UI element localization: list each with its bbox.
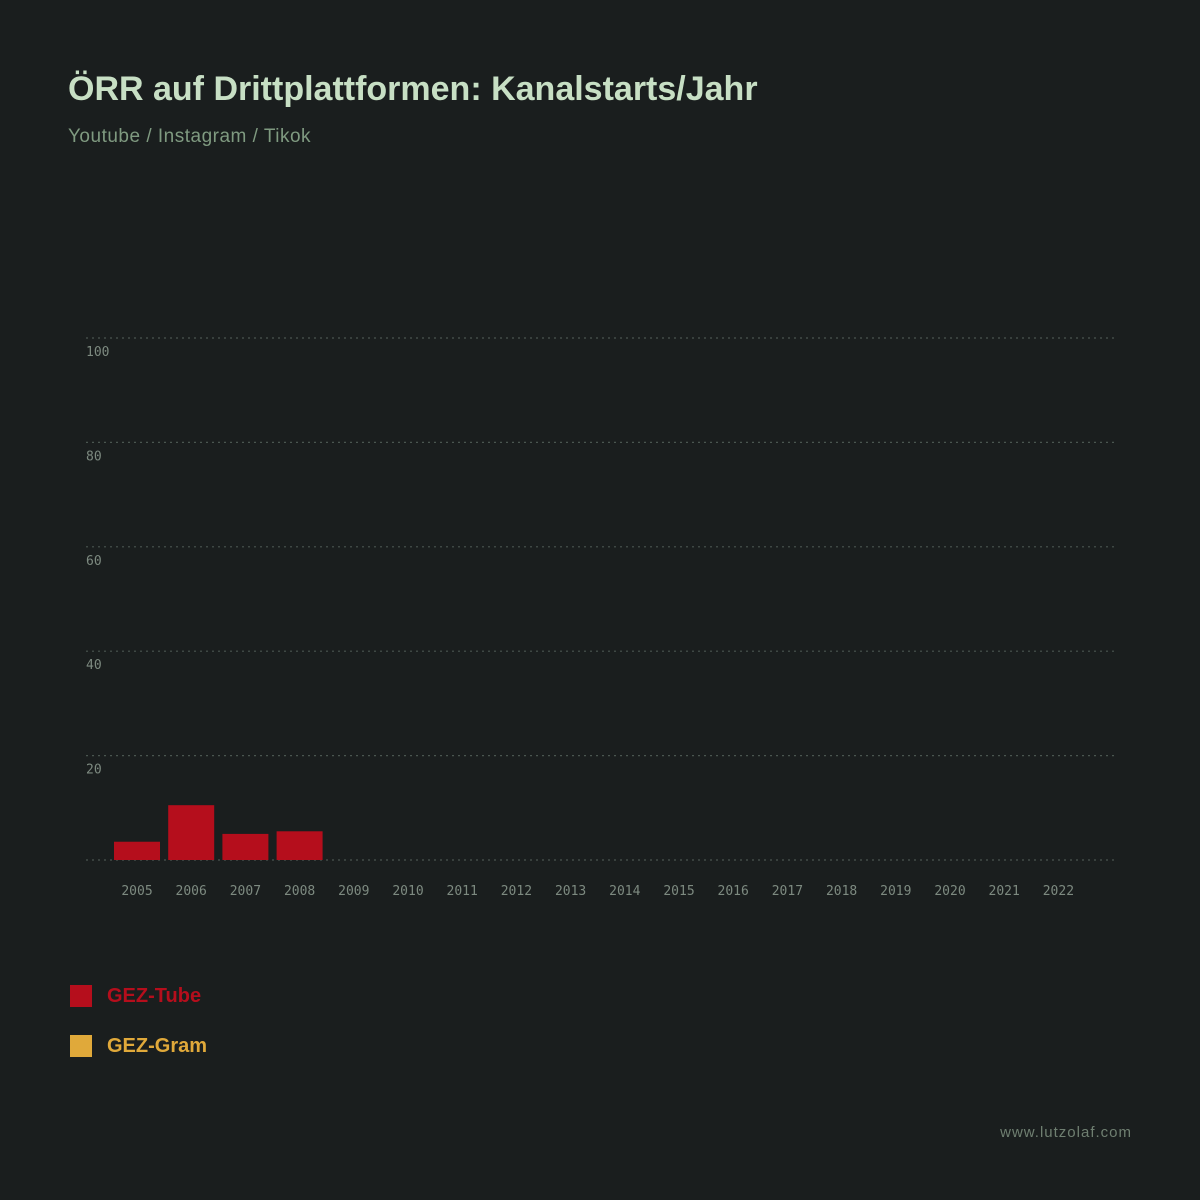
y-tick-label: 40 — [86, 658, 102, 673]
x-tick-label: 2019 — [880, 884, 911, 899]
grid-lines — [86, 337, 1116, 861]
bar-gez-tube-2006[interactable] — [168, 805, 215, 860]
footer-url[interactable]: www.lutzolaf.com — [1000, 1124, 1132, 1141]
x-tick-label: 2005 — [121, 884, 152, 899]
x-tick-label: 2015 — [663, 884, 694, 899]
bar-gez-tube-2007[interactable] — [222, 833, 269, 860]
x-tick-label: 2011 — [447, 884, 478, 899]
legend-item-gez-tube[interactable]: GEZ-Tube — [70, 984, 207, 1008]
x-tick-label: 2008 — [284, 884, 315, 899]
y-axis-ticks: 20 40 60 80 100 — [86, 345, 109, 778]
legend-label-gez-gram: GEZ-Gram — [107, 1034, 208, 1057]
x-tick-label: 2006 — [176, 884, 207, 899]
x-tick-label: 2010 — [392, 884, 423, 899]
y-tick-label: 60 — [86, 554, 102, 569]
x-tick-label: 2009 — [338, 884, 369, 899]
chart-subtitle: Youtube / Instagram / Tikok — [68, 126, 312, 147]
y-tick-label: 80 — [86, 449, 102, 464]
x-tick-label: 2017 — [772, 884, 803, 899]
x-tick-label: 2014 — [609, 884, 640, 899]
legend-label-gez-tube: GEZ-Tube — [107, 984, 202, 1007]
y-tick-label: 20 — [86, 763, 102, 778]
x-tick-label: 2007 — [230, 884, 261, 899]
legend-swatch-gez-tube — [70, 985, 92, 1007]
x-tick-label: 2016 — [718, 884, 749, 899]
bar-gez-tube-2008[interactable] — [276, 831, 323, 860]
x-tick-label: 2012 — [501, 884, 532, 899]
x-axis-ticks: 2005 2006 2007 2008 2009 2010 2011 2012 2013 2014… — [121, 884, 1074, 899]
x-tick-label: 2013 — [555, 884, 586, 899]
bars — [114, 805, 323, 860]
x-tick-label: 2021 — [989, 884, 1020, 899]
legend: GEZ-Tube GEZ-Gram — [70, 984, 207, 1084]
legend-item-gez-gram[interactable]: GEZ-Gram — [70, 1034, 207, 1058]
chart-title: ÖRR auf Drittplattformen: Kanalstarts/Ja… — [68, 70, 758, 108]
x-tick-label: 2020 — [934, 884, 965, 899]
bar-chart: 20 40 60 80 100 2005 2006 2007 2008 2009 2010 2011… — [86, 337, 1116, 899]
legend-swatch-gez-gram — [70, 1035, 92, 1057]
x-tick-label: 2022 — [1043, 884, 1074, 899]
y-tick-label: 100 — [86, 345, 109, 360]
bar-gez-tube-2005[interactable] — [114, 841, 160, 860]
x-tick-label: 2018 — [826, 884, 857, 899]
